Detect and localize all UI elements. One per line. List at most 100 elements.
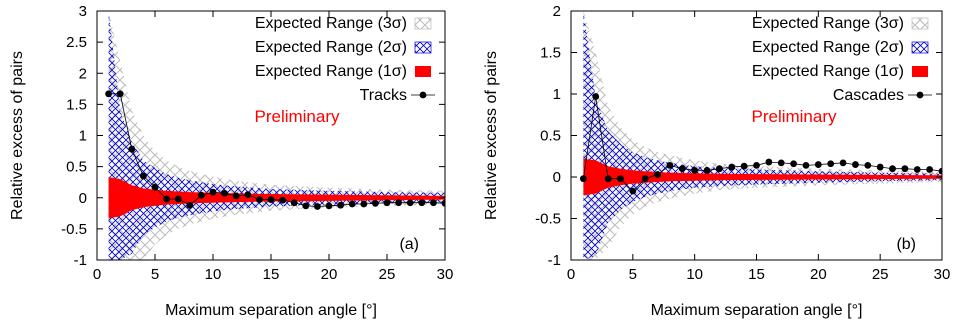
y-tick-label: 0.5	[540, 128, 561, 145]
y-tick-label: 0.5	[66, 159, 87, 176]
legend-label: Expected Range (1σ)	[255, 63, 407, 80]
data-point	[279, 196, 286, 204]
data-point	[128, 145, 136, 153]
data-point	[913, 166, 921, 173]
legend-marker	[419, 91, 427, 99]
data-point	[314, 203, 321, 210]
preliminary-label: Preliminary	[751, 107, 837, 126]
data-point	[186, 201, 194, 209]
data-point	[654, 171, 661, 178]
legend-label: Cascades	[833, 87, 904, 104]
y-tick-label: 1	[79, 128, 87, 145]
legend-label: Expected Range (3σ)	[255, 15, 407, 32]
chart-panel-2: 0 5 10 15 20 25 30 -1 -0.5 0 0.5 1 1.5 2 Maximum separ…	[483, 3, 950, 319]
y-tick-label: 0	[553, 169, 561, 186]
x-tick-label: 0	[567, 266, 575, 283]
plot-area	[105, 11, 445, 260]
data-point	[753, 161, 760, 169]
y-tick-label: 1.5	[540, 45, 561, 62]
data-point	[703, 166, 711, 174]
data-point	[198, 191, 205, 199]
x-tick-label: 20	[810, 266, 827, 283]
legend-swatch	[912, 66, 928, 77]
data-point	[814, 161, 822, 168]
x-tick-label: 10	[686, 266, 703, 283]
data-point	[765, 158, 773, 166]
band-1-sigma	[583, 158, 942, 196]
data-point	[372, 199, 379, 207]
x-tick-label: 0	[93, 266, 101, 283]
data-point	[116, 90, 124, 98]
data-point	[290, 199, 298, 207]
chart-panel-1: 0 5 10 15 20 25 30 -1 -0.5 0 0.5 1 1.5 2 2.5 3 Maximum s…	[9, 3, 453, 319]
data-point	[348, 200, 356, 208]
data-point	[174, 195, 182, 203]
data-point	[406, 199, 414, 207]
data-point	[839, 159, 847, 167]
data-point	[105, 90, 112, 98]
data-point	[360, 200, 368, 208]
data-point	[852, 161, 859, 168]
legend-swatch	[414, 17, 432, 30]
legend-label: Tracks	[360, 87, 407, 104]
y-tick-label: -0.5	[535, 211, 561, 228]
data-point	[325, 202, 333, 210]
x-tick-label: 25	[379, 266, 396, 283]
data-point	[163, 195, 171, 203]
y-tick-label: 2.5	[66, 34, 87, 51]
data-point	[140, 172, 147, 180]
data-point	[579, 175, 587, 183]
data-point	[383, 199, 391, 207]
x-axis-title: Maximum separation angle [°]	[651, 302, 863, 319]
x-tick-label: 15	[263, 266, 280, 283]
x-tick-label: 30	[437, 266, 454, 283]
panel-label: (a)	[399, 236, 419, 253]
x-tick-label: 5	[151, 266, 159, 283]
data-point	[777, 159, 785, 167]
data-point	[256, 196, 263, 204]
data-point	[641, 175, 649, 183]
data-point	[244, 191, 252, 199]
x-axis-title: Maximum separation angle [°]	[165, 302, 377, 319]
legend: Expected Range (3σ) Expected Range (2σ) Ex…	[255, 15, 435, 104]
y-tick-label: -1	[74, 252, 87, 269]
legend-marker	[916, 91, 924, 99]
x-tick-label: 20	[321, 266, 338, 283]
x-tick-label: 25	[872, 266, 889, 283]
y-axis-title: Relative excess of pairs	[9, 51, 26, 220]
data-point	[430, 199, 437, 207]
data-point	[617, 175, 624, 183]
legend-swatch	[415, 66, 431, 77]
data-point	[827, 160, 835, 168]
legend-swatch	[414, 41, 432, 54]
data-point	[740, 162, 748, 170]
legend-label: Expected Range (1σ)	[752, 63, 904, 80]
y-tick-label: 1.5	[66, 96, 87, 113]
data-point	[938, 167, 942, 175]
preliminary-label: Preliminary	[254, 107, 340, 126]
data-point	[802, 161, 810, 169]
plot-area	[579, 11, 942, 260]
y-tick-label: 3	[79, 3, 87, 20]
data-point	[864, 161, 872, 169]
data-point	[418, 199, 426, 207]
data-point	[604, 175, 612, 183]
y-tick-label: 0	[79, 190, 87, 207]
data-point	[337, 201, 344, 209]
legend-swatch	[911, 17, 929, 30]
y-tick-label: -0.5	[61, 221, 87, 238]
legend-label: Expected Range (3σ)	[752, 15, 904, 32]
data-point	[691, 166, 699, 174]
data-point	[221, 189, 229, 197]
data-point	[790, 160, 797, 168]
y-axis-title: Relative excess of pairs	[483, 51, 500, 220]
x-tick-label: 5	[629, 266, 637, 283]
x-tick-label: 10	[205, 266, 222, 283]
data-point	[441, 199, 445, 207]
data-point	[901, 165, 909, 173]
band-1-sigma	[108, 177, 445, 219]
band-3-sigma	[583, 11, 942, 260]
legend-swatch	[911, 41, 929, 54]
